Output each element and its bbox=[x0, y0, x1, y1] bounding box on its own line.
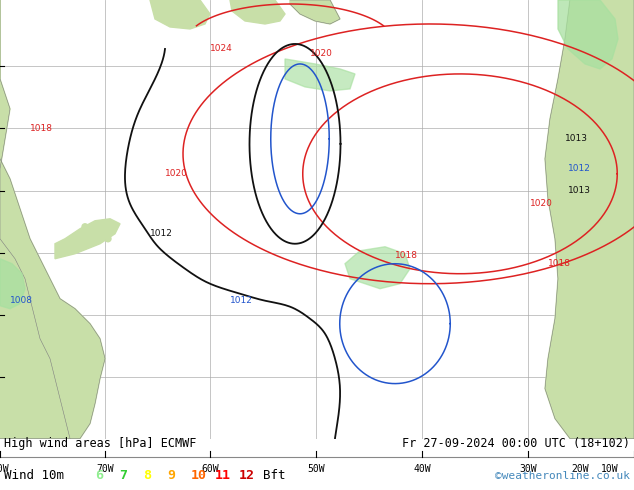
Circle shape bbox=[100, 222, 104, 226]
Text: 8: 8 bbox=[143, 469, 151, 483]
Polygon shape bbox=[558, 0, 634, 439]
Text: 1020: 1020 bbox=[530, 199, 553, 208]
Polygon shape bbox=[290, 0, 340, 24]
Text: 1012: 1012 bbox=[150, 229, 173, 238]
Text: 1013: 1013 bbox=[565, 134, 588, 144]
Text: 1018: 1018 bbox=[548, 259, 571, 268]
Circle shape bbox=[105, 236, 111, 242]
Text: 1013: 1013 bbox=[568, 186, 591, 196]
Polygon shape bbox=[150, 0, 210, 29]
Text: High wind areas [hPa] ECMWF: High wind areas [hPa] ECMWF bbox=[4, 437, 197, 450]
Text: 1012: 1012 bbox=[568, 164, 591, 173]
Text: 10W: 10W bbox=[601, 465, 619, 474]
Text: 11: 11 bbox=[215, 469, 231, 483]
Text: Bft: Bft bbox=[263, 469, 285, 483]
Text: 80W: 80W bbox=[0, 465, 9, 474]
Text: 1020: 1020 bbox=[310, 49, 333, 58]
Text: 6: 6 bbox=[95, 469, 103, 483]
Polygon shape bbox=[55, 219, 120, 259]
Text: 70W: 70W bbox=[96, 465, 114, 474]
Polygon shape bbox=[0, 0, 70, 439]
Polygon shape bbox=[558, 0, 618, 69]
Polygon shape bbox=[545, 0, 634, 439]
Text: ©weatheronline.co.uk: ©weatheronline.co.uk bbox=[495, 471, 630, 481]
Text: 40W: 40W bbox=[413, 465, 431, 474]
Text: 9: 9 bbox=[167, 469, 175, 483]
Text: 10: 10 bbox=[191, 469, 207, 483]
Text: 1012: 1012 bbox=[230, 296, 253, 305]
Text: 1024: 1024 bbox=[210, 45, 233, 53]
Text: 60W: 60W bbox=[201, 465, 219, 474]
Polygon shape bbox=[230, 0, 285, 24]
Polygon shape bbox=[285, 59, 355, 91]
Text: 7: 7 bbox=[119, 469, 127, 483]
Text: Fr 27-09-2024 00:00 UTC (18+102): Fr 27-09-2024 00:00 UTC (18+102) bbox=[402, 437, 630, 450]
Polygon shape bbox=[345, 247, 410, 289]
Text: 1018: 1018 bbox=[30, 124, 53, 133]
Text: Wind 10m: Wind 10m bbox=[4, 469, 64, 483]
Text: 50W: 50W bbox=[307, 465, 325, 474]
Text: 30W: 30W bbox=[519, 465, 537, 474]
Circle shape bbox=[82, 224, 88, 230]
Polygon shape bbox=[0, 159, 105, 439]
Text: 1008: 1008 bbox=[10, 296, 33, 305]
Polygon shape bbox=[0, 259, 25, 309]
Circle shape bbox=[91, 230, 99, 238]
Text: 1018: 1018 bbox=[395, 251, 418, 260]
Text: 20W: 20W bbox=[571, 465, 589, 474]
Text: 1020: 1020 bbox=[165, 170, 188, 178]
Text: 12: 12 bbox=[239, 469, 255, 483]
Circle shape bbox=[109, 228, 115, 234]
